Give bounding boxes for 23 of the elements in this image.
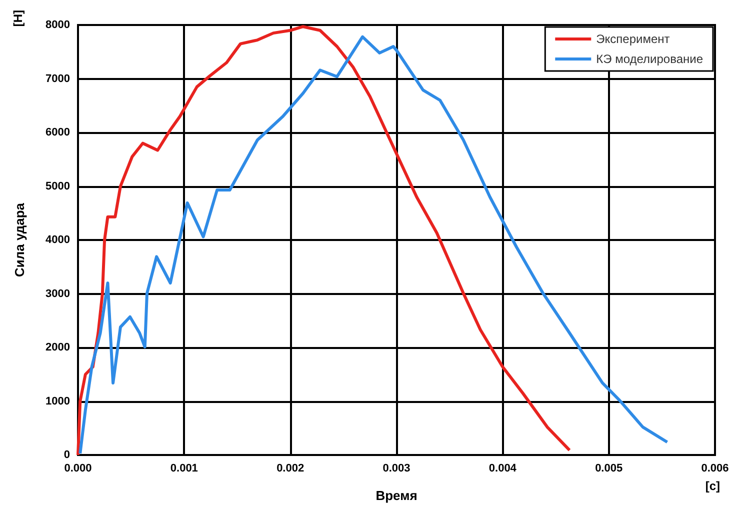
y-tick-label: 7000 [46, 72, 70, 85]
x-tick-label: 0.001 [170, 462, 198, 474]
legend-label: КЭ моделирование [596, 52, 704, 66]
legend-label: Эксперимент [596, 32, 670, 46]
y-tick-label: 8000 [46, 19, 70, 31]
line-series [76, 25, 572, 456]
x-tick-label: 0.003 [382, 462, 410, 474]
x-tick-label: 0.002 [276, 462, 304, 474]
x-tick-label: 0.004 [488, 462, 518, 474]
x-axis-title: Время [376, 488, 418, 503]
x-tick-label: 0.006 [701, 462, 729, 474]
y-tick-label: 2000 [46, 342, 70, 354]
y-tick-label: 1000 [46, 395, 70, 408]
y-tick-label: 3000 [46, 288, 70, 300]
x-tick-label: 0.005 [595, 462, 623, 474]
y-tick-label: 6000 [46, 126, 70, 138]
text: [с] [705, 479, 720, 493]
y-tick-label: 0 [64, 449, 70, 461]
x-tick-label: 0.000 [64, 462, 92, 474]
y-axis-title: Сила удара [12, 202, 27, 278]
y-tick-label: 5000 [46, 180, 70, 192]
text: [Н] [11, 10, 25, 27]
y-tick-label: 4000 [46, 234, 70, 246]
